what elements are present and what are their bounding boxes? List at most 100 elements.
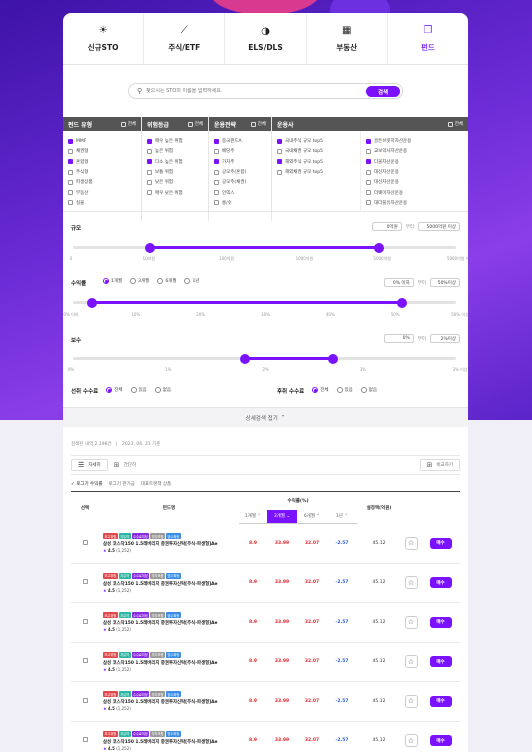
filter-option[interactable]: 높은 위험 [147, 146, 203, 156]
filter-option[interactable]: 국내채권 규모 top5 [277, 146, 355, 156]
period-sort-header[interactable]: 3개월 ⌄ [267, 509, 297, 524]
fund-name[interactable]: 삼성 코스닥150 1.5레버리지 증권투자신탁[주식-파생형]Ae [103, 660, 218, 666]
checkbox[interactable] [147, 148, 152, 154]
checkbox[interactable] [277, 169, 282, 175]
checkbox[interactable] [277, 138, 282, 144]
fee-radio[interactable]: 없음 [360, 387, 377, 393]
period-radio[interactable]: 6개월 [157, 278, 176, 284]
nav-tab-real-estate[interactable]: ▦ 부동산 [307, 13, 388, 64]
checkbox[interactable] [214, 179, 219, 185]
buy-button[interactable]: 매수 [429, 735, 452, 747]
returns-min-input[interactable]: 0% 이하 [383, 278, 414, 287]
sort-option[interactable]: 대표트랜잭 상품 [140, 482, 172, 487]
filter-option[interactable]: 공모주(혼합) [214, 167, 266, 177]
filter-option[interactable]: 대더블유자산운용 [366, 198, 463, 208]
nav-tab-new-sto[interactable]: ☀ 신규STO [63, 13, 145, 64]
checkbox[interactable] [68, 179, 73, 185]
filter-option[interactable]: 중국펀드A [214, 136, 266, 146]
filter-option[interactable]: 대신자산운용 [366, 177, 463, 187]
compare-button[interactable]: ⊞ 비교하기 [419, 459, 460, 471]
filter-option[interactable]: 인덱스 [214, 187, 266, 197]
buy-button[interactable]: 매수 [429, 695, 452, 707]
filter-option[interactable]: 더웨이자산운용 [366, 187, 463, 197]
favorite-star-icon[interactable]: ☆ [404, 536, 418, 550]
filter-option[interactable]: 가치주 [214, 157, 266, 167]
fund-name[interactable]: 삼성 코스닥150 1.5레버리지 증권투자신탁[주식-파생형]Ae [103, 700, 218, 706]
fund-cell[interactable]: 조고위험 자유약 수수료미정 부자포함 방수확정 삼성 코스닥150 1.5레버리지 증… [99, 563, 239, 603]
checkbox[interactable] [147, 138, 152, 144]
simple-view-button[interactable]: ⊞ 간단히 [108, 459, 142, 471]
fund-cell[interactable]: 조고위험 자유약 수수료미정 부자포함 방수확정 삼성 코스닥150 1.5레버리지 증… [99, 523, 239, 564]
search-input[interactable] [146, 88, 347, 94]
filter-option[interactable]: 국내주식 규모 top5 [277, 136, 355, 146]
returns-max-input[interactable]: 50%이상 [430, 278, 460, 287]
period-radio[interactable]: 1년 [184, 278, 199, 284]
row-checkbox[interactable] [82, 697, 88, 703]
fee-min-input[interactable]: 0% [383, 334, 414, 343]
checkbox[interactable] [68, 200, 73, 206]
fee-radio[interactable]: 전체 [106, 387, 123, 393]
checkbox[interactable] [68, 190, 73, 196]
select-all-checkbox[interactable]: 전체 [120, 121, 136, 127]
filter-option[interactable]: 다올자산운용 [366, 157, 463, 167]
detail-view-button[interactable]: ☰ 자세히 [71, 459, 108, 471]
sort-option[interactable]: 로그기 펀기금 [108, 482, 135, 487]
checkbox[interactable] [214, 148, 219, 154]
checkbox[interactable] [277, 148, 282, 154]
checkbox[interactable] [147, 159, 152, 165]
period-sort-header[interactable]: 1년 ⌃ [327, 509, 357, 524]
checkbox[interactable] [366, 179, 371, 185]
filter-option[interactable]: 실물 [68, 198, 136, 208]
checkbox[interactable] [147, 169, 152, 175]
checkbox[interactable] [147, 179, 152, 185]
checkbox[interactable] [277, 159, 282, 165]
favorite-star-icon[interactable]: ☆ [404, 655, 418, 669]
favorite-star-icon[interactable]: ☆ [404, 734, 418, 748]
buy-button[interactable]: 매수 [429, 656, 452, 668]
period-sort-header[interactable]: 6개월 ⌃ [297, 509, 327, 524]
fee-max-input[interactable]: 2%이상 [430, 334, 460, 343]
returns-slider-min-handle[interactable] [87, 297, 98, 308]
checkbox[interactable] [366, 138, 371, 144]
fund-cell[interactable]: 조고위험 자유약 수수료미정 부자포함 방수확정 삼성 코스닥150 1.5레버리지 증… [99, 681, 239, 722]
fund-cell[interactable]: 조고위험 자유약 수수료미정 부자포함 방수확정 삼성 코스닥150 1.5레버리지 증… [99, 721, 239, 752]
fee-radio[interactable]: 있음 [130, 387, 147, 393]
period-sort-header[interactable]: 1개월 ⌃ [239, 509, 267, 524]
size-max-input[interactable]: 5000억원 이상 [418, 222, 460, 231]
fee-radio[interactable]: 있음 [336, 387, 353, 393]
filter-option[interactable]: 다소 높은 위험 [147, 157, 203, 167]
search-button[interactable]: 검색 [366, 86, 400, 97]
checkbox[interactable] [214, 200, 219, 206]
select-all-checkbox[interactable]: 전체 [250, 121, 266, 127]
fee-slider-min-handle[interactable] [240, 353, 251, 364]
row-checkbox[interactable] [82, 618, 88, 624]
fund-name[interactable]: 삼성 코스닥150 1.5레버리지 증권투자신탁[주식-파생형]Ae [103, 739, 218, 745]
size-slider-min-handle[interactable] [144, 242, 155, 253]
filter-option[interactable]: 배당주 [214, 146, 266, 156]
fund-name[interactable]: 삼성 코스닥150 1.5레버리지 증권투자신탁[주식-파생형]Ae [103, 581, 218, 587]
buy-button[interactable]: 매수 [429, 616, 452, 628]
filter-option[interactable]: 낮은 위험 [147, 177, 203, 187]
checkbox[interactable] [366, 169, 371, 175]
period-radio[interactable]: 1개월 [103, 278, 122, 284]
nav-tab-fund[interactable]: ❐ 펀드 [388, 13, 468, 64]
checkbox[interactable] [366, 159, 371, 165]
checkbox[interactable] [214, 190, 219, 196]
collapse-detail-search-button[interactable]: 상세검색 접기 ⌃ [63, 407, 468, 427]
row-checkbox[interactable] [82, 737, 88, 743]
nav-tab-stock-etf[interactable]: ⟋ 주식/ETF [144, 13, 226, 64]
filter-option[interactable]: 주식형 [68, 167, 136, 177]
row-checkbox[interactable] [82, 539, 88, 545]
filter-option[interactable]: 해외채권 규모 top5 [277, 167, 355, 177]
checkbox[interactable] [68, 148, 73, 154]
fund-name[interactable]: 삼성 코스닥150 1.5레버리지 증권투자신탁[주식-파생형]Ae [103, 621, 218, 627]
nav-tab-els-dls[interactable]: ◑ ELS/DLS [225, 13, 307, 64]
checkbox[interactable] [366, 148, 371, 154]
select-all-checkbox[interactable]: 전체 [187, 121, 203, 127]
checkbox[interactable] [68, 169, 73, 175]
checkbox[interactable] [68, 159, 73, 165]
select-all-checkbox[interactable]: 전체 [447, 121, 463, 127]
checkbox[interactable] [214, 138, 219, 144]
filter-option[interactable]: 파생상품 [68, 177, 136, 187]
checkbox[interactable] [214, 159, 219, 165]
